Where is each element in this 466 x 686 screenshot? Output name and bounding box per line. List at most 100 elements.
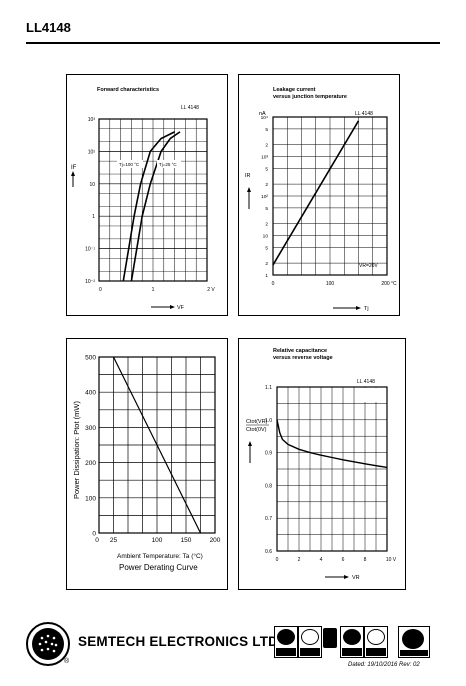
x-tick-label: 25 [110, 537, 118, 544]
y-axis-arrow [248, 441, 252, 463]
x-tick-label: 100 [152, 537, 163, 544]
certification-badge [340, 626, 364, 658]
series-line [272, 120, 360, 266]
chart-title: Leakage current [273, 87, 316, 93]
y-tick-label: 2 [265, 182, 268, 188]
plot-frame [272, 116, 388, 276]
y-tick-label: 200 [85, 460, 96, 467]
y-tick-label: 10⁴ [261, 115, 268, 121]
series-line [122, 131, 175, 282]
page-title: LL4148 [26, 20, 71, 35]
series-line [276, 419, 388, 469]
x-axis-arrow [151, 305, 175, 309]
title-rule [26, 42, 440, 44]
y-tick-label: 100 [85, 495, 96, 502]
x-axis-label: Tj [364, 306, 369, 312]
chart-part: LL 4148 [355, 111, 373, 117]
y-tick-label: 1 [92, 214, 95, 220]
series-label: Tj=100 °C [119, 162, 140, 167]
y-axis-arrow [247, 187, 251, 209]
y-label-numerator: Ctot(VR) [246, 419, 268, 425]
x-tick-label: 4 [320, 557, 323, 563]
series-label: Tj=25 °C [159, 162, 177, 167]
y-tick-label: 1 [265, 273, 268, 279]
x-tick-label: 8 [364, 557, 367, 563]
y-unit-label: nA [259, 111, 266, 117]
derating-chart: Power Dissipation: Ptot (mW) 0 100 200 300 4… [72, 355, 221, 573]
plot-frame [98, 356, 216, 534]
y-tick-label: 2 [265, 143, 268, 149]
x-tick-label: 200 °C [381, 281, 397, 287]
chart-title: Power Derating Curve [119, 563, 198, 572]
company-name: SEMTECH ELECTRONICS LTD. [78, 634, 283, 649]
certification-badge [322, 626, 338, 656]
chart-subtitle: versus junction temperature [273, 94, 347, 100]
x-tick-label: 150 [181, 537, 192, 544]
x-tick-label: 2 [298, 557, 301, 563]
y-tick-label: 10² [261, 194, 268, 200]
x-axis-label: Ambient Temperature: Ta (°C) [117, 552, 203, 560]
x-axis-arrow [325, 575, 349, 579]
y-tick-label: 10 [89, 182, 95, 188]
chart-title: Relative capacitance [273, 348, 327, 354]
chart-part: LL 4148 [357, 379, 375, 385]
x-tick-label: 200 [210, 537, 221, 544]
x-axis-label: VF [177, 305, 185, 311]
company-logo [26, 622, 70, 666]
chart-subtitle: versus reverse voltage [273, 355, 333, 361]
y-label-denominator: Ctot(0V) [246, 427, 267, 433]
y-tick-label: 10² [88, 149, 96, 155]
y-tick-label: 10⁻² [85, 279, 95, 285]
y-tick-label: 1.0 [265, 418, 272, 424]
y-tick-label: 5 [265, 206, 268, 212]
x-tick-label: 10 V [386, 557, 397, 563]
label-mask [357, 388, 386, 402]
certification-badge [274, 626, 298, 658]
plot-frame [276, 386, 388, 552]
y-axis-label: IR [245, 173, 251, 179]
leakage-chart: Leakage current versus junction temperat… [245, 87, 397, 312]
y-tick-label: 5 [265, 245, 268, 251]
y-tick-label: 10⁻¹ [85, 247, 95, 253]
y-axis-arrow [71, 171, 75, 187]
x-axis-label: VR [352, 575, 360, 581]
y-tick-label: 5 [265, 127, 268, 133]
y-tick-label: 0 [92, 531, 96, 538]
y-tick-label: 0.6 [265, 549, 272, 555]
y-tick-label: 500 [85, 355, 96, 362]
y-tick-label: 10³ [88, 117, 96, 123]
y-tick-label: 1.1 [265, 385, 272, 391]
x-tick-label: 6 [342, 557, 345, 563]
derating-chart-panel: Power Dissipation: Ptot (mW) 0 100 200 300 4… [66, 338, 228, 590]
y-tick-label: 10³ [261, 155, 268, 161]
y-axis-label: IF [71, 165, 77, 171]
chart-title: Forward characteristics [97, 87, 159, 93]
chart-part: LL 4148 [181, 105, 199, 111]
x-tick-label: 0 [95, 537, 99, 544]
y-tick-label: 2 [265, 261, 268, 267]
y-tick-label: 2 [265, 222, 268, 228]
capacitance-chart-panel: Relative capacitance versus reverse volt… [238, 338, 406, 590]
y-tick-label: 400 [85, 390, 96, 397]
plot-frame [98, 118, 208, 282]
certification-badge [398, 626, 430, 658]
x-tick-label: 0 [99, 287, 102, 293]
certification-badge [298, 626, 322, 658]
certification-badge [364, 626, 388, 658]
x-tick-label: 0 [272, 281, 275, 287]
revision-date: Dated: 19/10/2016 Rev: 02 [348, 662, 420, 668]
label-mask [117, 160, 143, 168]
series-line [130, 131, 181, 282]
leakage-chart-panel: Leakage current versus junction temperat… [238, 74, 400, 316]
y-tick-label: 300 [85, 425, 96, 432]
label-mask [157, 160, 181, 168]
capacitance-chart: Relative capacitance versus reverse volt… [246, 348, 397, 581]
y-tick-label: 10 [263, 234, 269, 240]
y-tick-label: 0.9 [265, 451, 272, 457]
forward-chart: Forward characteristics LL 4148 IF 10⁻² 1… [71, 87, 215, 311]
x-tick-label: 100 [326, 281, 335, 287]
y-tick-label: 0.8 [265, 483, 272, 489]
series-line [112, 356, 202, 534]
x-tick-label: 0 [276, 557, 279, 563]
y-tick-label: 5 [265, 166, 268, 172]
